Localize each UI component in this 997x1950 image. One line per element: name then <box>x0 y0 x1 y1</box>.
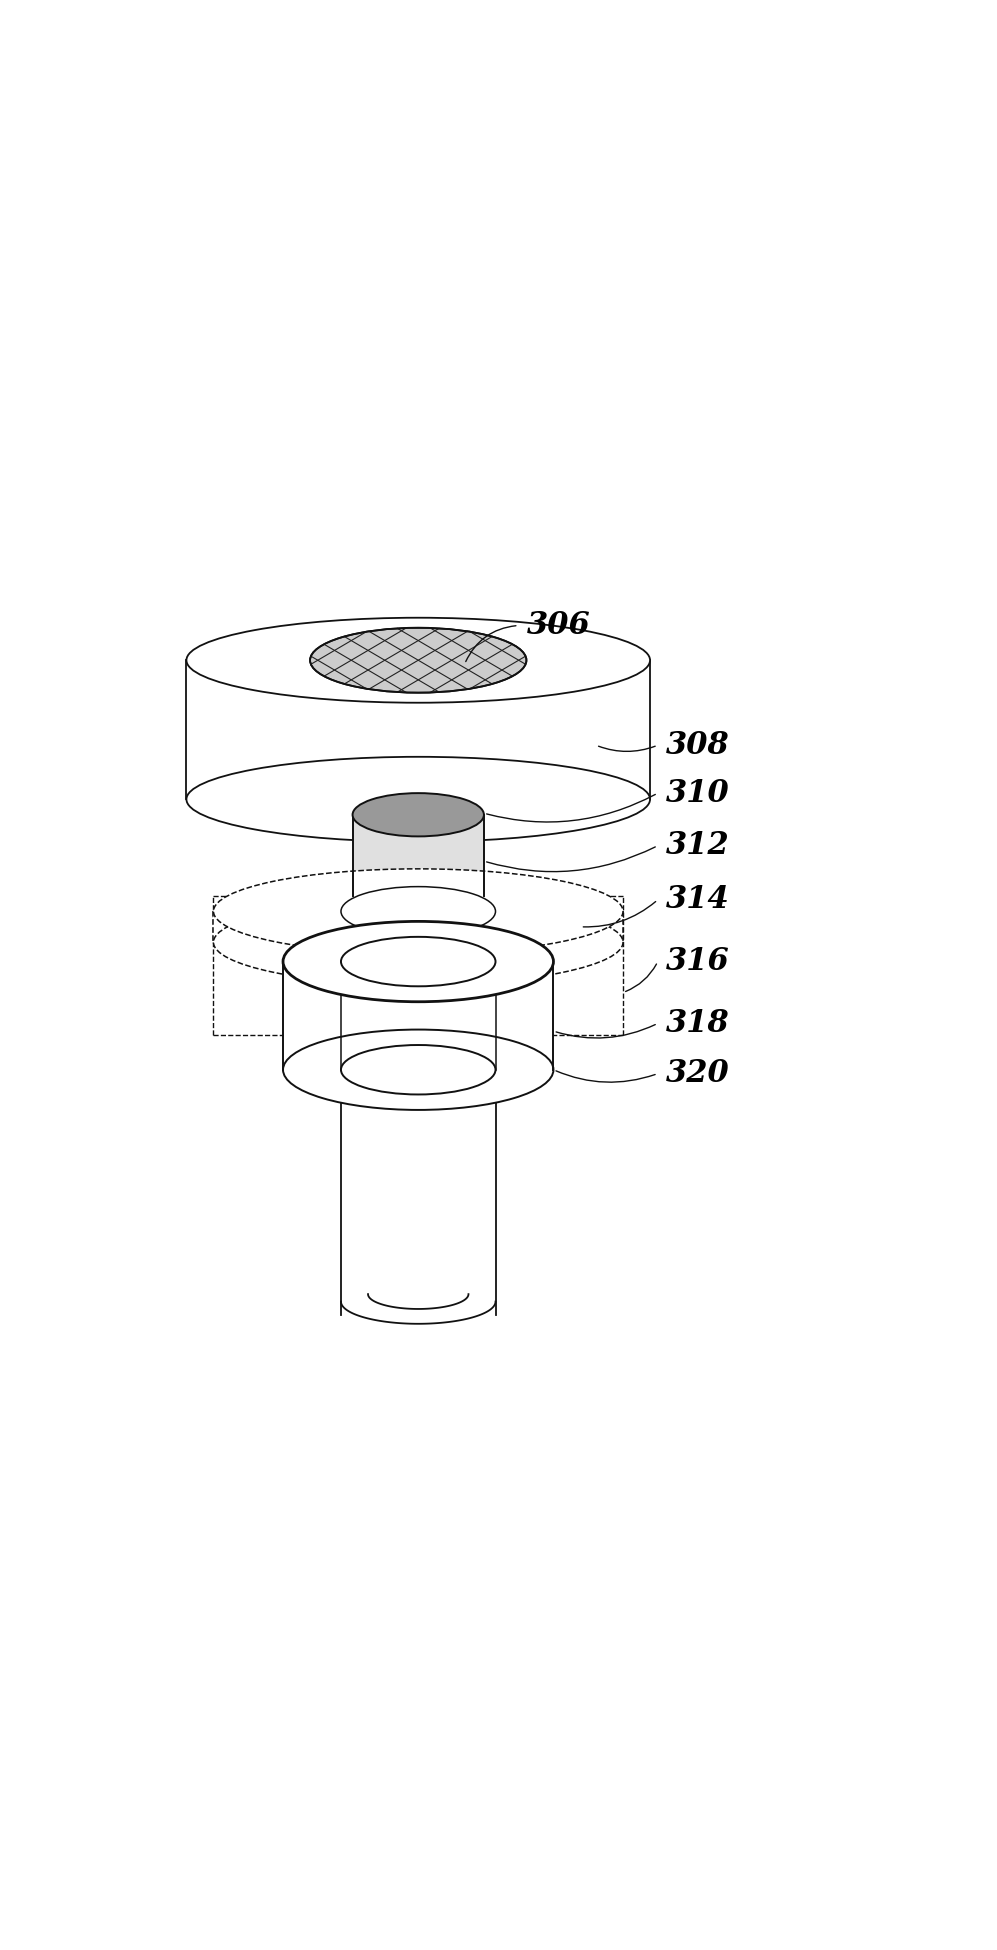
Ellipse shape <box>186 618 650 702</box>
Polygon shape <box>341 895 496 1312</box>
Ellipse shape <box>213 870 623 954</box>
Text: 308: 308 <box>665 729 729 760</box>
Polygon shape <box>353 815 484 895</box>
Ellipse shape <box>341 918 496 967</box>
Text: 320: 320 <box>665 1059 729 1090</box>
Polygon shape <box>283 961 553 1071</box>
Ellipse shape <box>341 1045 496 1094</box>
Ellipse shape <box>353 794 484 837</box>
Polygon shape <box>186 661 650 800</box>
Text: 318: 318 <box>665 1008 729 1039</box>
Ellipse shape <box>341 887 496 936</box>
Text: 306: 306 <box>526 610 590 642</box>
Ellipse shape <box>283 1030 553 1110</box>
Ellipse shape <box>353 874 484 918</box>
Ellipse shape <box>283 922 553 1002</box>
Ellipse shape <box>186 757 650 842</box>
Text: 310: 310 <box>665 778 729 809</box>
Text: 312: 312 <box>665 831 729 862</box>
Text: 316: 316 <box>665 946 729 977</box>
Ellipse shape <box>310 628 526 692</box>
Ellipse shape <box>341 936 496 987</box>
Ellipse shape <box>213 899 623 985</box>
Polygon shape <box>213 911 623 942</box>
Text: 314: 314 <box>665 883 729 915</box>
